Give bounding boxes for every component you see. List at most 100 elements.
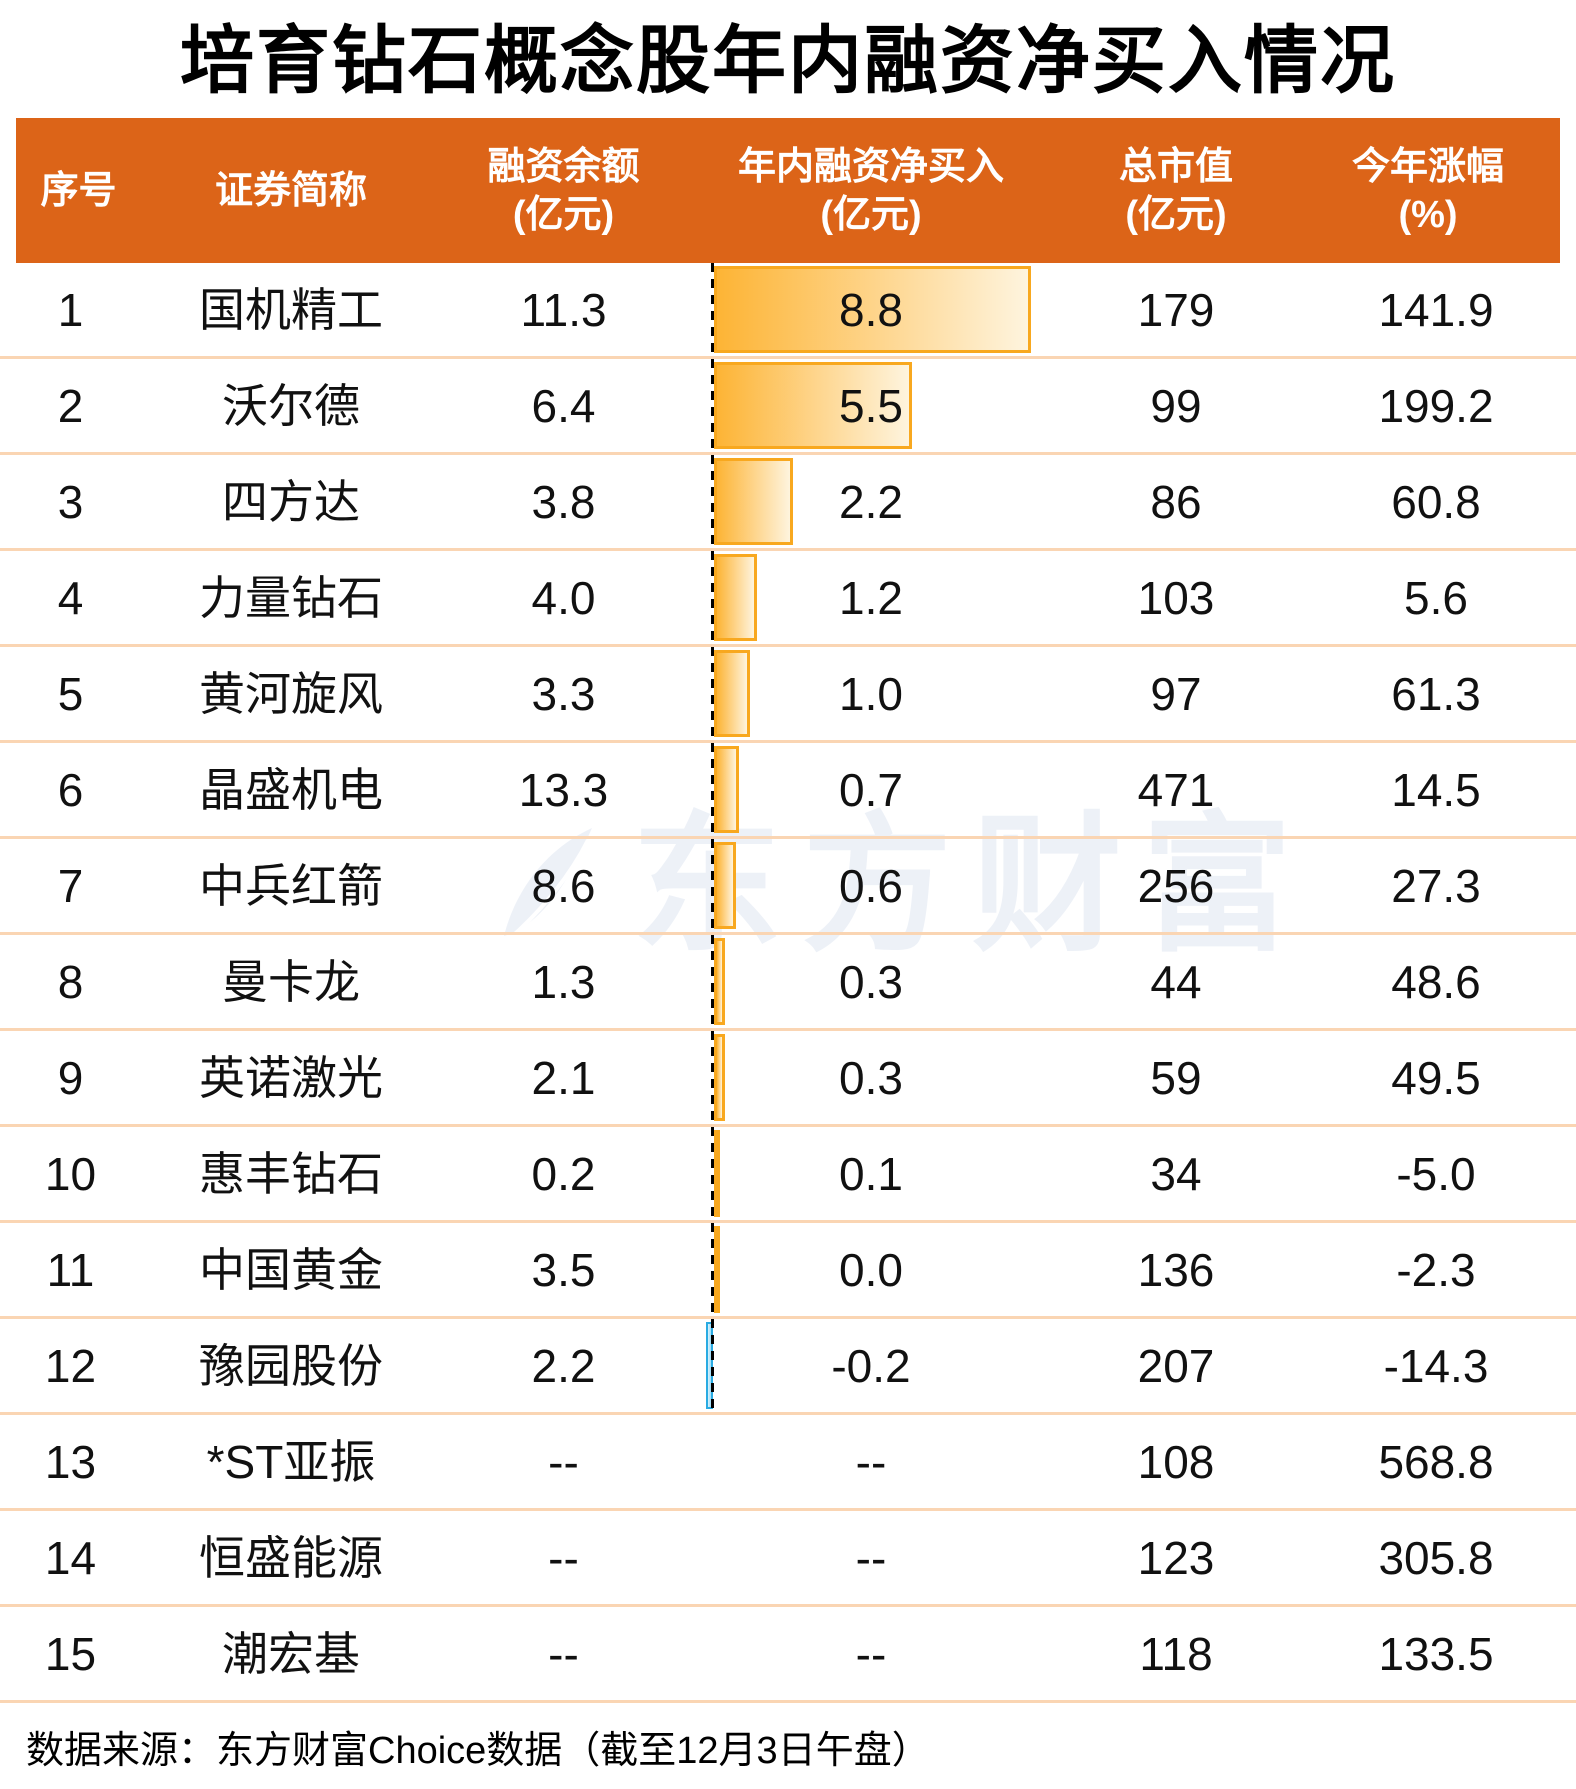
cell-market-cap: 256 [1137,859,1215,912]
header-label-line2: (亿元) [820,193,922,236]
header-cell: 融资余额 (亿元) [441,118,686,263]
cell-financing-balance: 2.1 [531,1051,596,1104]
cell-stock-name: 曼卡龙 [222,955,360,1008]
cell-financing-balance: 3.5 [531,1243,596,1296]
cell-net-buy: 5.5 [686,359,1056,452]
cell-financing-balance: -- [548,1531,579,1584]
cell-net-buy: -0.2 [686,1319,1056,1412]
table-row: 5 黄河旋风 3.3 1.0 97 61.3 [0,647,1576,743]
cell-stock-name: 国机精工 [199,283,383,336]
net-buy-bar [714,746,739,833]
cell-net-buy: 2.2 [686,455,1056,548]
cell-seq: 3 [57,475,84,528]
cell-stock-name: 惠丰钻石 [199,1147,383,1200]
cell-ytd-change: 14.5 [1391,763,1481,816]
cell-financing-balance: 1.3 [531,955,596,1008]
cell-ytd-change: 5.6 [1404,571,1468,624]
cell-market-cap: 44 [1150,955,1202,1008]
header-label-line1: 证券简称 [214,169,367,212]
cell-financing-balance: -- [548,1435,579,1488]
cell-market-cap: 108 [1137,1435,1215,1488]
header-label-line2: (亿元) [1125,193,1227,236]
cell-ytd-change: 199.2 [1378,379,1494,432]
cell-stock-name: 中兵红箭 [199,859,383,912]
cell-net-buy: 1.2 [686,551,1056,644]
cell-market-cap: 97 [1150,667,1202,720]
zero-axis-line [711,263,714,1415]
table-row: 6 晶盛机电 13.3 0.7 471 14.5 [0,743,1576,839]
table-row: 1 国机精工 11.3 8.8 179 141.9 [0,263,1576,359]
cell-net-buy: -- [855,1531,887,1584]
cell-net-buy: 0.3 [686,935,1056,1028]
header-cell: 证券简称 [141,118,441,263]
net-buy-bar [714,842,736,929]
cell-stock-name: 力量钻石 [199,571,383,624]
net-buy-bar [714,938,725,1025]
cell-financing-balance: 3.8 [531,475,596,528]
net-buy-bar [714,650,750,737]
cell-stock-name: *ST亚振 [206,1435,376,1488]
cell-seq: 2 [57,379,84,432]
table-row: 14 恒盛能源 -- -- 123 305.8 [0,1511,1576,1607]
header-cell: 总市值 (亿元) [1056,118,1296,263]
cell-stock-name: 恒盛能源 [199,1531,383,1584]
header-label-line2: (亿元) [512,193,615,236]
cell-financing-balance: 0.2 [531,1147,596,1200]
cell-ytd-change: 60.8 [1391,475,1481,528]
cell-seq: 13 [44,1435,97,1488]
cell-seq: 10 [44,1147,97,1200]
cell-stock-name: 英诺激光 [199,1051,383,1104]
net-buy-bar [714,458,793,545]
cell-seq: 7 [57,859,84,912]
cell-seq: 1 [57,283,84,336]
header-label-line1: 今年涨幅 [1351,145,1504,188]
cell-ytd-change: -14.3 [1383,1339,1489,1392]
cell-ytd-change: 27.3 [1391,859,1481,912]
cell-net-buy: -- [855,1435,887,1488]
net-buy-bar [714,1034,725,1121]
eastmoney-logo-icon [504,828,592,942]
header-cell: 今年涨幅 (%) [1296,118,1560,263]
header-cell: 年内融资净买入 (亿元) [686,118,1056,263]
cell-financing-balance: -- [548,1627,579,1680]
header-label-line1: 融资余额 [487,145,640,188]
table-row: 8 曼卡龙 1.3 0.3 44 48.6 [0,935,1576,1031]
header-label-line2: (%) [1398,193,1458,236]
table-header-row: 序号 证券简称 融资余额 (亿元) 年内融资净买入 (亿元) 总市值 (亿元) … [16,118,1560,263]
cell-stock-name: 中国黄金 [199,1243,383,1296]
watermark-text: 东方财富 [632,801,1313,969]
cell-seq: 15 [44,1627,97,1680]
cell-market-cap: 99 [1150,379,1202,432]
cell-seq: 4 [57,571,84,624]
cell-seq: 11 [46,1243,95,1296]
cell-stock-name: 沃尔德 [222,379,360,432]
cell-financing-balance: 11.3 [520,283,607,336]
cell-ytd-change: -5.0 [1396,1147,1476,1200]
watermark: 东方财富 [488,800,1312,970]
cell-net-buy: 0.1 [686,1127,1056,1220]
cell-net-buy: 0.6 [686,839,1056,932]
cell-financing-balance: 6.4 [531,379,596,432]
cell-net-buy: 0.7 [686,743,1056,836]
cell-financing-balance: 4.0 [531,571,596,624]
cell-market-cap: 34 [1150,1147,1202,1200]
net-buy-bar [714,266,1031,353]
cell-seq: 12 [44,1339,97,1392]
net-buy-bar [714,1130,720,1217]
cell-market-cap: 103 [1137,571,1215,624]
page-title: 培育钻石概念股年内融资净买入情况 [180,18,1396,102]
table-row: 9 英诺激光 2.1 0.3 59 49.5 [0,1031,1576,1127]
table-row: 4 力量钻石 4.0 1.2 103 5.6 [0,551,1576,647]
table-row: 12 豫园股份 2.2 -0.2 207 -14.3 [0,1319,1576,1415]
cell-ytd-change: 141.9 [1378,283,1494,336]
cell-financing-balance: 2.2 [531,1339,596,1392]
table-row: 15 潮宏基 -- -- 118 133.5 [0,1607,1576,1703]
cell-stock-name: 潮宏基 [222,1627,360,1680]
cell-net-buy: 1.0 [686,647,1056,740]
cell-financing-balance: 3.3 [531,667,596,720]
cell-net-buy: 8.8 [686,263,1056,356]
cell-ytd-change: 133.5 [1378,1627,1494,1680]
cell-market-cap: 207 [1137,1339,1215,1392]
cell-ytd-change: 305.8 [1378,1531,1494,1584]
